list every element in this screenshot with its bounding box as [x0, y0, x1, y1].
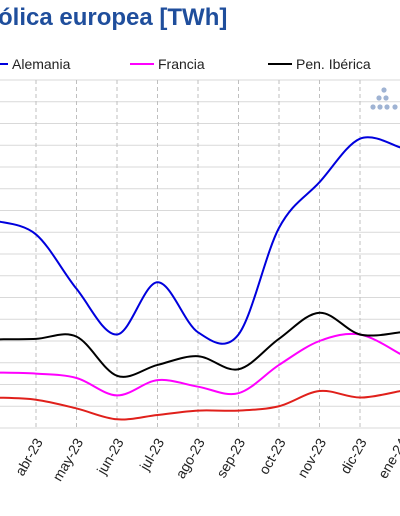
- legend-item-pen-iberica[interactable]: Pen. Ibérica: [268, 56, 371, 72]
- series-lines: [0, 136, 400, 421]
- series-line-pen-ib-rica: [0, 311, 400, 378]
- chart-title: ólica europea [TWh]: [0, 4, 228, 31]
- x-tick-label: ene-24: [375, 435, 400, 481]
- x-tick-label: sep-23: [213, 435, 248, 480]
- x-tick-label: jun-23: [93, 435, 127, 478]
- legend-label-francia: Francia: [158, 56, 205, 72]
- series-line-alemania: [0, 136, 400, 345]
- x-tick-label: jul-23: [136, 435, 168, 474]
- legend-item-alemania[interactable]: Alemania: [0, 56, 70, 72]
- x-tick-label: may-23: [49, 435, 86, 484]
- grid-lines: [0, 79, 400, 429]
- x-tick-label: dic-23: [337, 435, 370, 476]
- x-tick-label: nov-23: [294, 435, 329, 480]
- legend-label-pen-iberica: Pen. Ibérica: [296, 56, 371, 72]
- legend-item-francia[interactable]: Francia: [130, 56, 205, 72]
- legend-swatch-pen-iberica: [268, 63, 292, 65]
- series-line-francia: [0, 332, 400, 397]
- x-tick-label: abr-23: [12, 435, 46, 478]
- x-tick-label: oct-23: [255, 435, 288, 477]
- legend-swatch-alemania: [0, 63, 8, 65]
- legend-label-alemania: Alemania: [12, 56, 71, 72]
- series-line-unnamed: [0, 389, 400, 421]
- x-tick-labels: abr-23 may-23 jun-23 jul-23 ago-23 sep-23 oct-…: [12, 435, 400, 484]
- dots-logo-icon: [370, 87, 398, 110]
- x-tick-label: ago-23: [172, 435, 208, 481]
- legend-swatch-francia: [130, 63, 154, 65]
